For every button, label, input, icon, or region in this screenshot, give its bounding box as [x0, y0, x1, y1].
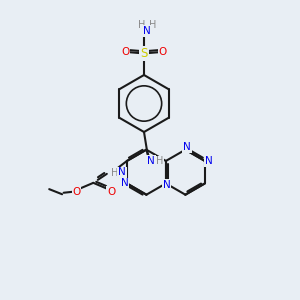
Text: H: H: [111, 168, 118, 178]
Text: N: N: [142, 26, 150, 36]
Text: S: S: [140, 47, 148, 60]
Text: N: N: [147, 156, 155, 166]
Text: N: N: [118, 167, 126, 177]
Text: O: O: [158, 47, 167, 57]
Text: H: H: [149, 20, 156, 30]
Text: N: N: [183, 142, 191, 152]
Text: O: O: [72, 187, 81, 197]
Text: H: H: [156, 156, 164, 167]
Text: N: N: [163, 180, 170, 190]
Text: N: N: [121, 178, 128, 188]
Text: N: N: [205, 156, 212, 166]
Text: H: H: [138, 20, 145, 30]
Text: O: O: [107, 187, 116, 197]
Text: O: O: [121, 47, 130, 57]
